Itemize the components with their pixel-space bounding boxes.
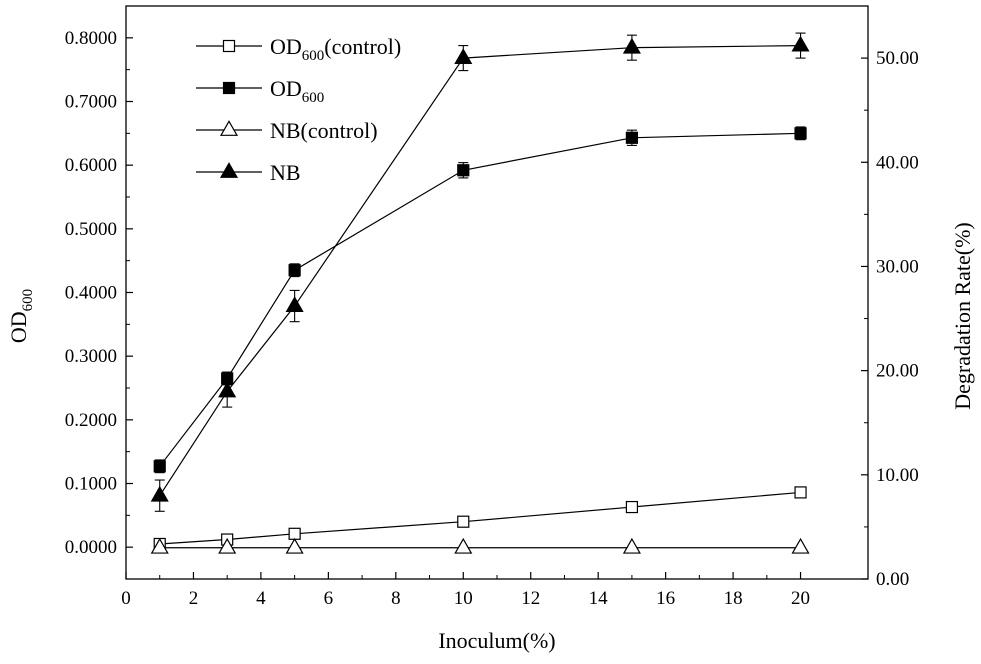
legend-item-3: NB bbox=[196, 160, 301, 185]
data-point bbox=[288, 527, 301, 540]
x-axis-title: Inoculum(%) bbox=[438, 628, 555, 653]
plot-frame bbox=[125, 5, 869, 580]
legend-label: OD600(control) bbox=[270, 34, 401, 64]
legend-marker bbox=[219, 162, 239, 178]
series-2 bbox=[150, 537, 810, 554]
y-left-tick-label: 0.7000 bbox=[65, 92, 117, 113]
data-point bbox=[791, 35, 810, 52]
data-point bbox=[218, 537, 237, 554]
x-tick-label: 14 bbox=[589, 588, 609, 609]
y-right-tick-label: 0.00 bbox=[876, 569, 909, 590]
data-point bbox=[625, 500, 639, 514]
y-right-tick-label: 40.00 bbox=[876, 152, 919, 173]
data-point bbox=[622, 537, 641, 554]
x-tick-label: 2 bbox=[189, 588, 199, 609]
y-left-tick-label: 0.0000 bbox=[65, 537, 117, 558]
x-tick-label: 8 bbox=[391, 588, 401, 609]
series-line bbox=[159, 132, 801, 467]
data-point bbox=[285, 296, 304, 312]
y-left-tick-label: 0.5000 bbox=[65, 219, 117, 240]
data-point bbox=[153, 460, 166, 473]
y-right-tick-label: 10.00 bbox=[876, 465, 919, 486]
legend-label: OD600 bbox=[270, 76, 324, 106]
data-point bbox=[622, 37, 641, 54]
data-point bbox=[625, 131, 639, 144]
x-tick-label: 12 bbox=[521, 588, 540, 609]
x-tick-label: 16 bbox=[656, 588, 675, 609]
data-point bbox=[791, 537, 810, 554]
legend-marker bbox=[222, 39, 236, 53]
series-layer bbox=[150, 32, 810, 554]
series-line bbox=[159, 44, 801, 496]
x-tick-label: 10 bbox=[454, 588, 473, 609]
y-left-tick-label: 0.2000 bbox=[65, 410, 117, 431]
x-tick-label: 0 bbox=[121, 588, 131, 609]
data-point bbox=[288, 264, 301, 277]
legend: OD600(control) OD600 NB(control) NB bbox=[196, 34, 401, 185]
legend-item-1: OD600 bbox=[196, 76, 324, 106]
series-3 bbox=[150, 32, 810, 512]
y-left-tick-label: 0.6000 bbox=[65, 155, 117, 176]
y-axis-right-title: Degradation Rate(%) bbox=[950, 222, 975, 410]
legend-item-0: OD600(control) bbox=[196, 34, 401, 64]
data-point bbox=[218, 381, 237, 398]
data-point bbox=[454, 537, 473, 554]
data-point bbox=[285, 537, 304, 554]
y-left-tick-label: 0.1000 bbox=[65, 474, 117, 495]
x-tick-label: 20 bbox=[791, 588, 810, 609]
series-1 bbox=[153, 126, 807, 474]
legend-label: NB bbox=[270, 160, 301, 185]
y-left-tick-label: 0.8000 bbox=[65, 28, 117, 49]
data-point bbox=[457, 515, 470, 528]
legend-item-2: NB(control) bbox=[196, 118, 378, 143]
data-point bbox=[454, 48, 473, 65]
legend-label: NB(control) bbox=[270, 118, 378, 143]
x-tick-label: 4 bbox=[256, 588, 266, 609]
y-right-tick-label: 20.00 bbox=[876, 361, 919, 382]
x-tick-label: 6 bbox=[324, 588, 334, 609]
data-point bbox=[150, 537, 169, 554]
y-left-tick-label: 0.4000 bbox=[65, 283, 117, 304]
y-right-tick-label: 50.00 bbox=[876, 48, 919, 69]
y-axis-left-title: OD600 bbox=[6, 289, 36, 343]
data-point bbox=[794, 486, 807, 499]
series-0 bbox=[153, 486, 807, 551]
series-line bbox=[159, 491, 801, 545]
y-right-tick-label: 30.00 bbox=[876, 256, 919, 277]
x-tick-label: 18 bbox=[724, 588, 743, 609]
data-point bbox=[150, 485, 169, 502]
data-point bbox=[457, 164, 470, 177]
legend-marker bbox=[219, 120, 239, 136]
axes: 0 2 4 6 8 10 12 14 16 18 20 0.0000 0.1000 0.2000 0.300… bbox=[65, 5, 919, 609]
data-point bbox=[794, 127, 807, 140]
legend-marker bbox=[222, 81, 236, 95]
y-left-tick-label: 0.3000 bbox=[65, 346, 117, 367]
